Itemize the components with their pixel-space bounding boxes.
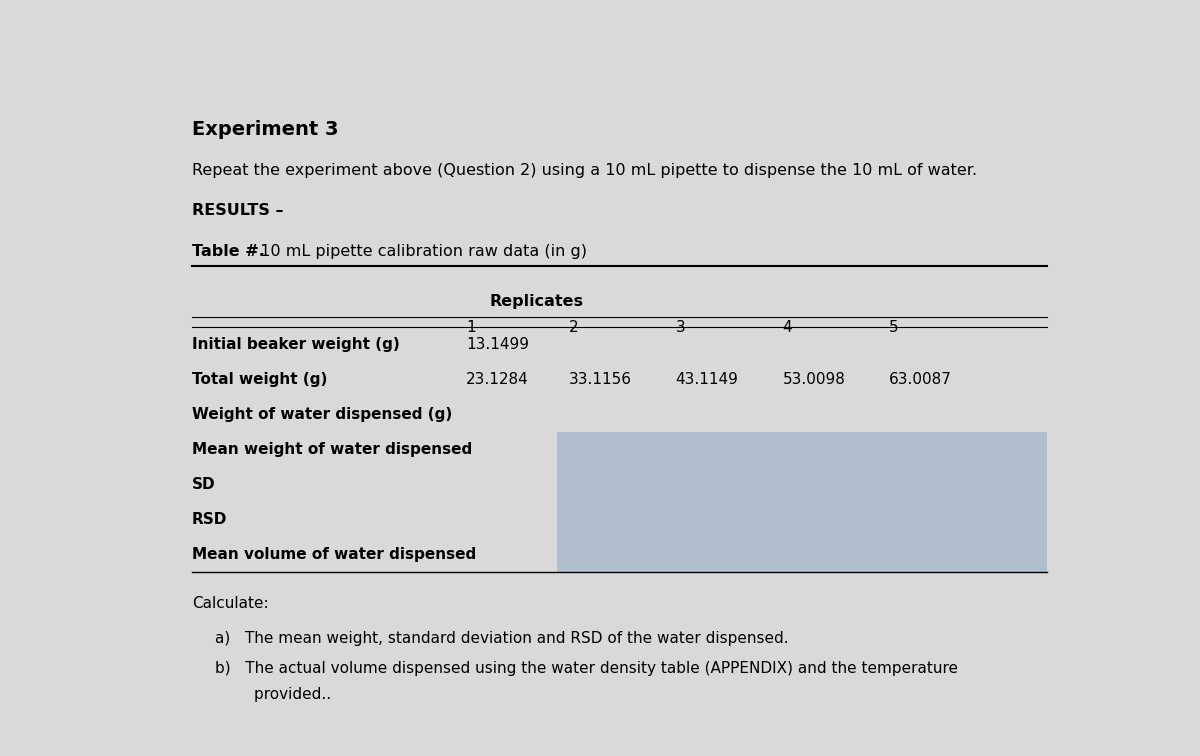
Text: Weight of water dispensed (g): Weight of water dispensed (g): [192, 407, 452, 422]
Text: Experiment 3: Experiment 3: [192, 120, 338, 139]
Text: Replicates: Replicates: [490, 294, 583, 309]
Text: 1: 1: [467, 320, 476, 335]
Text: 43.1149: 43.1149: [676, 372, 738, 387]
Text: 10 mL pipette calibration raw data (in g): 10 mL pipette calibration raw data (in g…: [250, 244, 587, 259]
Text: 2: 2: [569, 320, 578, 335]
Text: Total weight (g): Total weight (g): [192, 372, 328, 387]
Text: Mean weight of water dispensed: Mean weight of water dispensed: [192, 442, 472, 457]
Text: RSD: RSD: [192, 512, 227, 527]
Text: Mean volume of water dispensed: Mean volume of water dispensed: [192, 547, 476, 562]
Text: 33.1156: 33.1156: [569, 372, 631, 387]
Text: 53.0098: 53.0098: [782, 372, 845, 387]
Text: SD: SD: [192, 477, 216, 491]
Text: RESULTS –: RESULTS –: [192, 203, 283, 218]
Text: Table #.: Table #.: [192, 244, 265, 259]
Text: provided..: provided..: [215, 687, 331, 702]
Text: Repeat the experiment above (Question 2) using a 10 mL pipette to dispense the 1: Repeat the experiment above (Question 2)…: [192, 163, 977, 178]
Text: 63.0087: 63.0087: [889, 372, 953, 387]
Text: a)   The mean weight, standard deviation and RSD of the water dispensed.: a) The mean weight, standard deviation a…: [215, 631, 788, 646]
Text: Calculate:: Calculate:: [192, 596, 269, 611]
Text: 23.1284: 23.1284: [467, 372, 529, 387]
Text: b)   The actual volume dispensed using the water density table (APPENDIX) and th: b) The actual volume dispensed using the…: [215, 662, 958, 676]
Text: Initial beaker weight (g): Initial beaker weight (g): [192, 337, 400, 352]
Text: 4: 4: [782, 320, 792, 335]
Text: 5: 5: [889, 320, 899, 335]
Text: 3: 3: [676, 320, 685, 335]
Text: 13.1499: 13.1499: [467, 337, 529, 352]
